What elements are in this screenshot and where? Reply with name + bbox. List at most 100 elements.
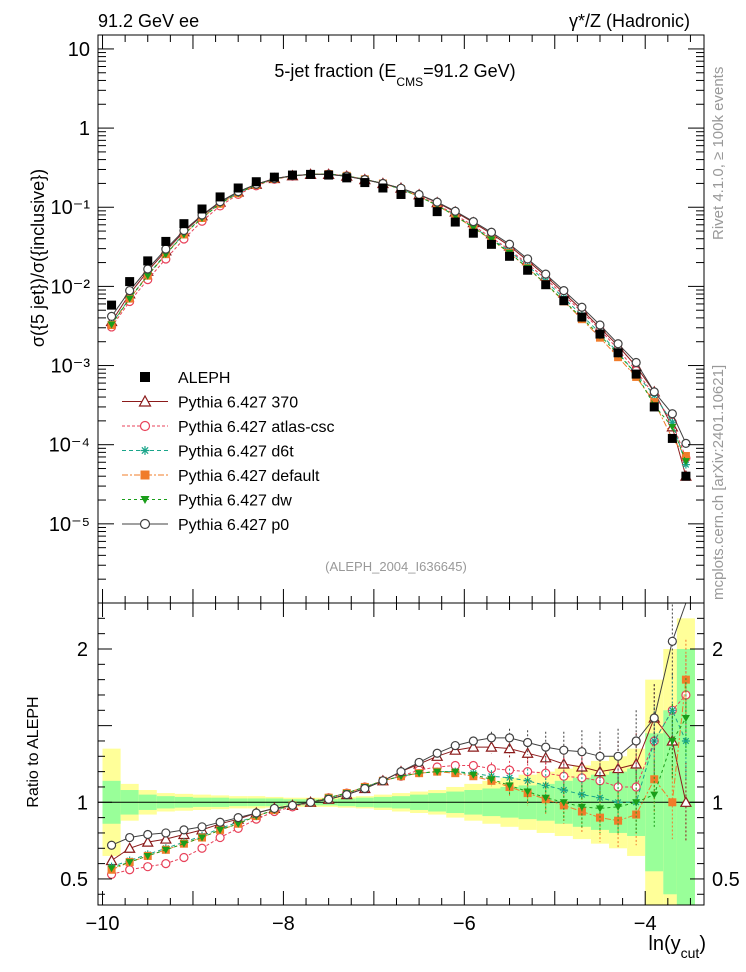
ratio-point: [233, 813, 243, 823]
ratio-point: [559, 745, 569, 755]
series-point: [143, 264, 153, 274]
ratio-point: [559, 799, 568, 807]
y-tick-label: 10: [68, 39, 90, 61]
ratio-point: [161, 828, 171, 838]
legend-item: Pythia 6.427 d6t: [122, 444, 294, 461]
x-tick-label: −10: [86, 913, 120, 935]
legend-marker: [140, 496, 150, 504]
ratio-y-axis-label: Ratio to ALEPH: [25, 696, 42, 807]
series-point: [486, 227, 497, 237]
ratio-point: [503, 742, 516, 754]
y-tick-label: 1: [79, 118, 90, 140]
ratio-point: [414, 757, 424, 768]
series-point: [668, 423, 677, 431]
series-5-ratio: [106, 602, 687, 850]
ratio-point: [324, 794, 334, 804]
data-point: [215, 192, 225, 202]
legend-label: Pythia 6.427 default: [178, 468, 320, 485]
ratio-point: [681, 714, 690, 722]
ratio-point: [668, 737, 677, 745]
ratio-point: [451, 768, 460, 776]
series-point: [650, 398, 659, 407]
ratio-point: [467, 740, 480, 752]
ratio-point: [631, 736, 641, 746]
data-point: [468, 228, 478, 238]
ratio-point: [486, 733, 497, 743]
series-point: [559, 286, 569, 296]
legend-marker: [140, 446, 150, 455]
ratio-point: [468, 736, 478, 746]
ratio-y-tick-label: 1: [712, 792, 723, 814]
ratio-point: [215, 817, 225, 827]
ratio-point: [125, 865, 135, 875]
series-point: [523, 254, 533, 264]
ratio-panel: 2 2 1 1 0.5 0.5 −10 −8 −6 −4: [60, 602, 740, 935]
ratio-point: [123, 842, 136, 853]
ratio-point: [504, 733, 515, 743]
data-point: [523, 265, 533, 275]
series-point: [504, 239, 515, 249]
ratio-point: [679, 796, 692, 807]
ratio-point: [159, 832, 172, 844]
ratio-point: [523, 737, 533, 748]
series-point: [681, 438, 691, 448]
data-point: [414, 197, 424, 207]
legend-label: Pythia 6.427 dw: [178, 493, 292, 510]
series-ratio-line: [111, 717, 687, 869]
ratio-point: [469, 771, 478, 779]
legend-label: Pythia 6.427 atlas-csc: [178, 419, 335, 436]
header-left: 91.2 GeV ee: [98, 11, 199, 31]
legend-item: Pythia 6.427 atlas-csc: [122, 419, 335, 436]
series-point: [414, 189, 424, 200]
ratio-point: [415, 770, 424, 778]
data-point: [559, 296, 569, 306]
ratio-point: [143, 829, 153, 840]
header-right: γ*/Z (Hadronic): [569, 11, 690, 31]
data-point: [161, 236, 171, 246]
ratio-frame: [97, 602, 705, 906]
data-point: [306, 169, 316, 179]
ratio-point: [396, 767, 406, 777]
ratio-point: [595, 751, 605, 761]
ratio-y-tick-label: 2: [712, 639, 723, 661]
ratio-point: [577, 807, 586, 816]
data-point: [486, 239, 496, 249]
data-point: [360, 178, 370, 188]
ratio-point: [523, 788, 532, 796]
series-point: [125, 295, 134, 303]
legend-label: ALEPH: [178, 370, 230, 387]
ratio-point: [577, 747, 587, 757]
ratio-point: [198, 834, 207, 842]
series-point: [125, 285, 135, 296]
series-point: [681, 451, 690, 460]
data-point: [107, 300, 117, 310]
y-axis-label: σ({5 jet})/σ({inclusive}): [28, 169, 48, 347]
series-point: [107, 321, 116, 329]
ratio-point: [179, 840, 188, 848]
ratio-point: [485, 740, 498, 752]
series-3-main: [107, 170, 690, 460]
series-point: [668, 418, 677, 427]
main-panel: 10 1 10⁻¹ 10⁻² 10⁻³ 10⁻⁴ 10⁻⁵: [49, 34, 705, 604]
data-point: [197, 204, 207, 214]
ratio-point: [269, 803, 279, 814]
data-point: [143, 256, 153, 266]
chart-title: 5-jet fraction (ECMS=91.2 GeV): [274, 61, 515, 89]
y-tick-label: 10⁻¹: [51, 197, 91, 219]
ratio-point: [179, 852, 189, 863]
data-point: [505, 251, 515, 261]
series-point: [631, 357, 641, 368]
data-point: [287, 170, 297, 180]
ratio-point: [468, 760, 478, 771]
ratio-point: [106, 840, 117, 850]
data-series: [107, 169, 691, 481]
ratio-point: [215, 832, 225, 843]
ratio-point: [487, 776, 496, 784]
data-point: [450, 217, 460, 227]
ratio-point: [161, 859, 171, 869]
series-point: [469, 224, 478, 232]
ratio-point: [614, 803, 623, 811]
legend-label: Pythia 6.427 d6t: [178, 444, 294, 461]
ratio-point: [650, 775, 659, 784]
ratio-point: [287, 800, 298, 810]
